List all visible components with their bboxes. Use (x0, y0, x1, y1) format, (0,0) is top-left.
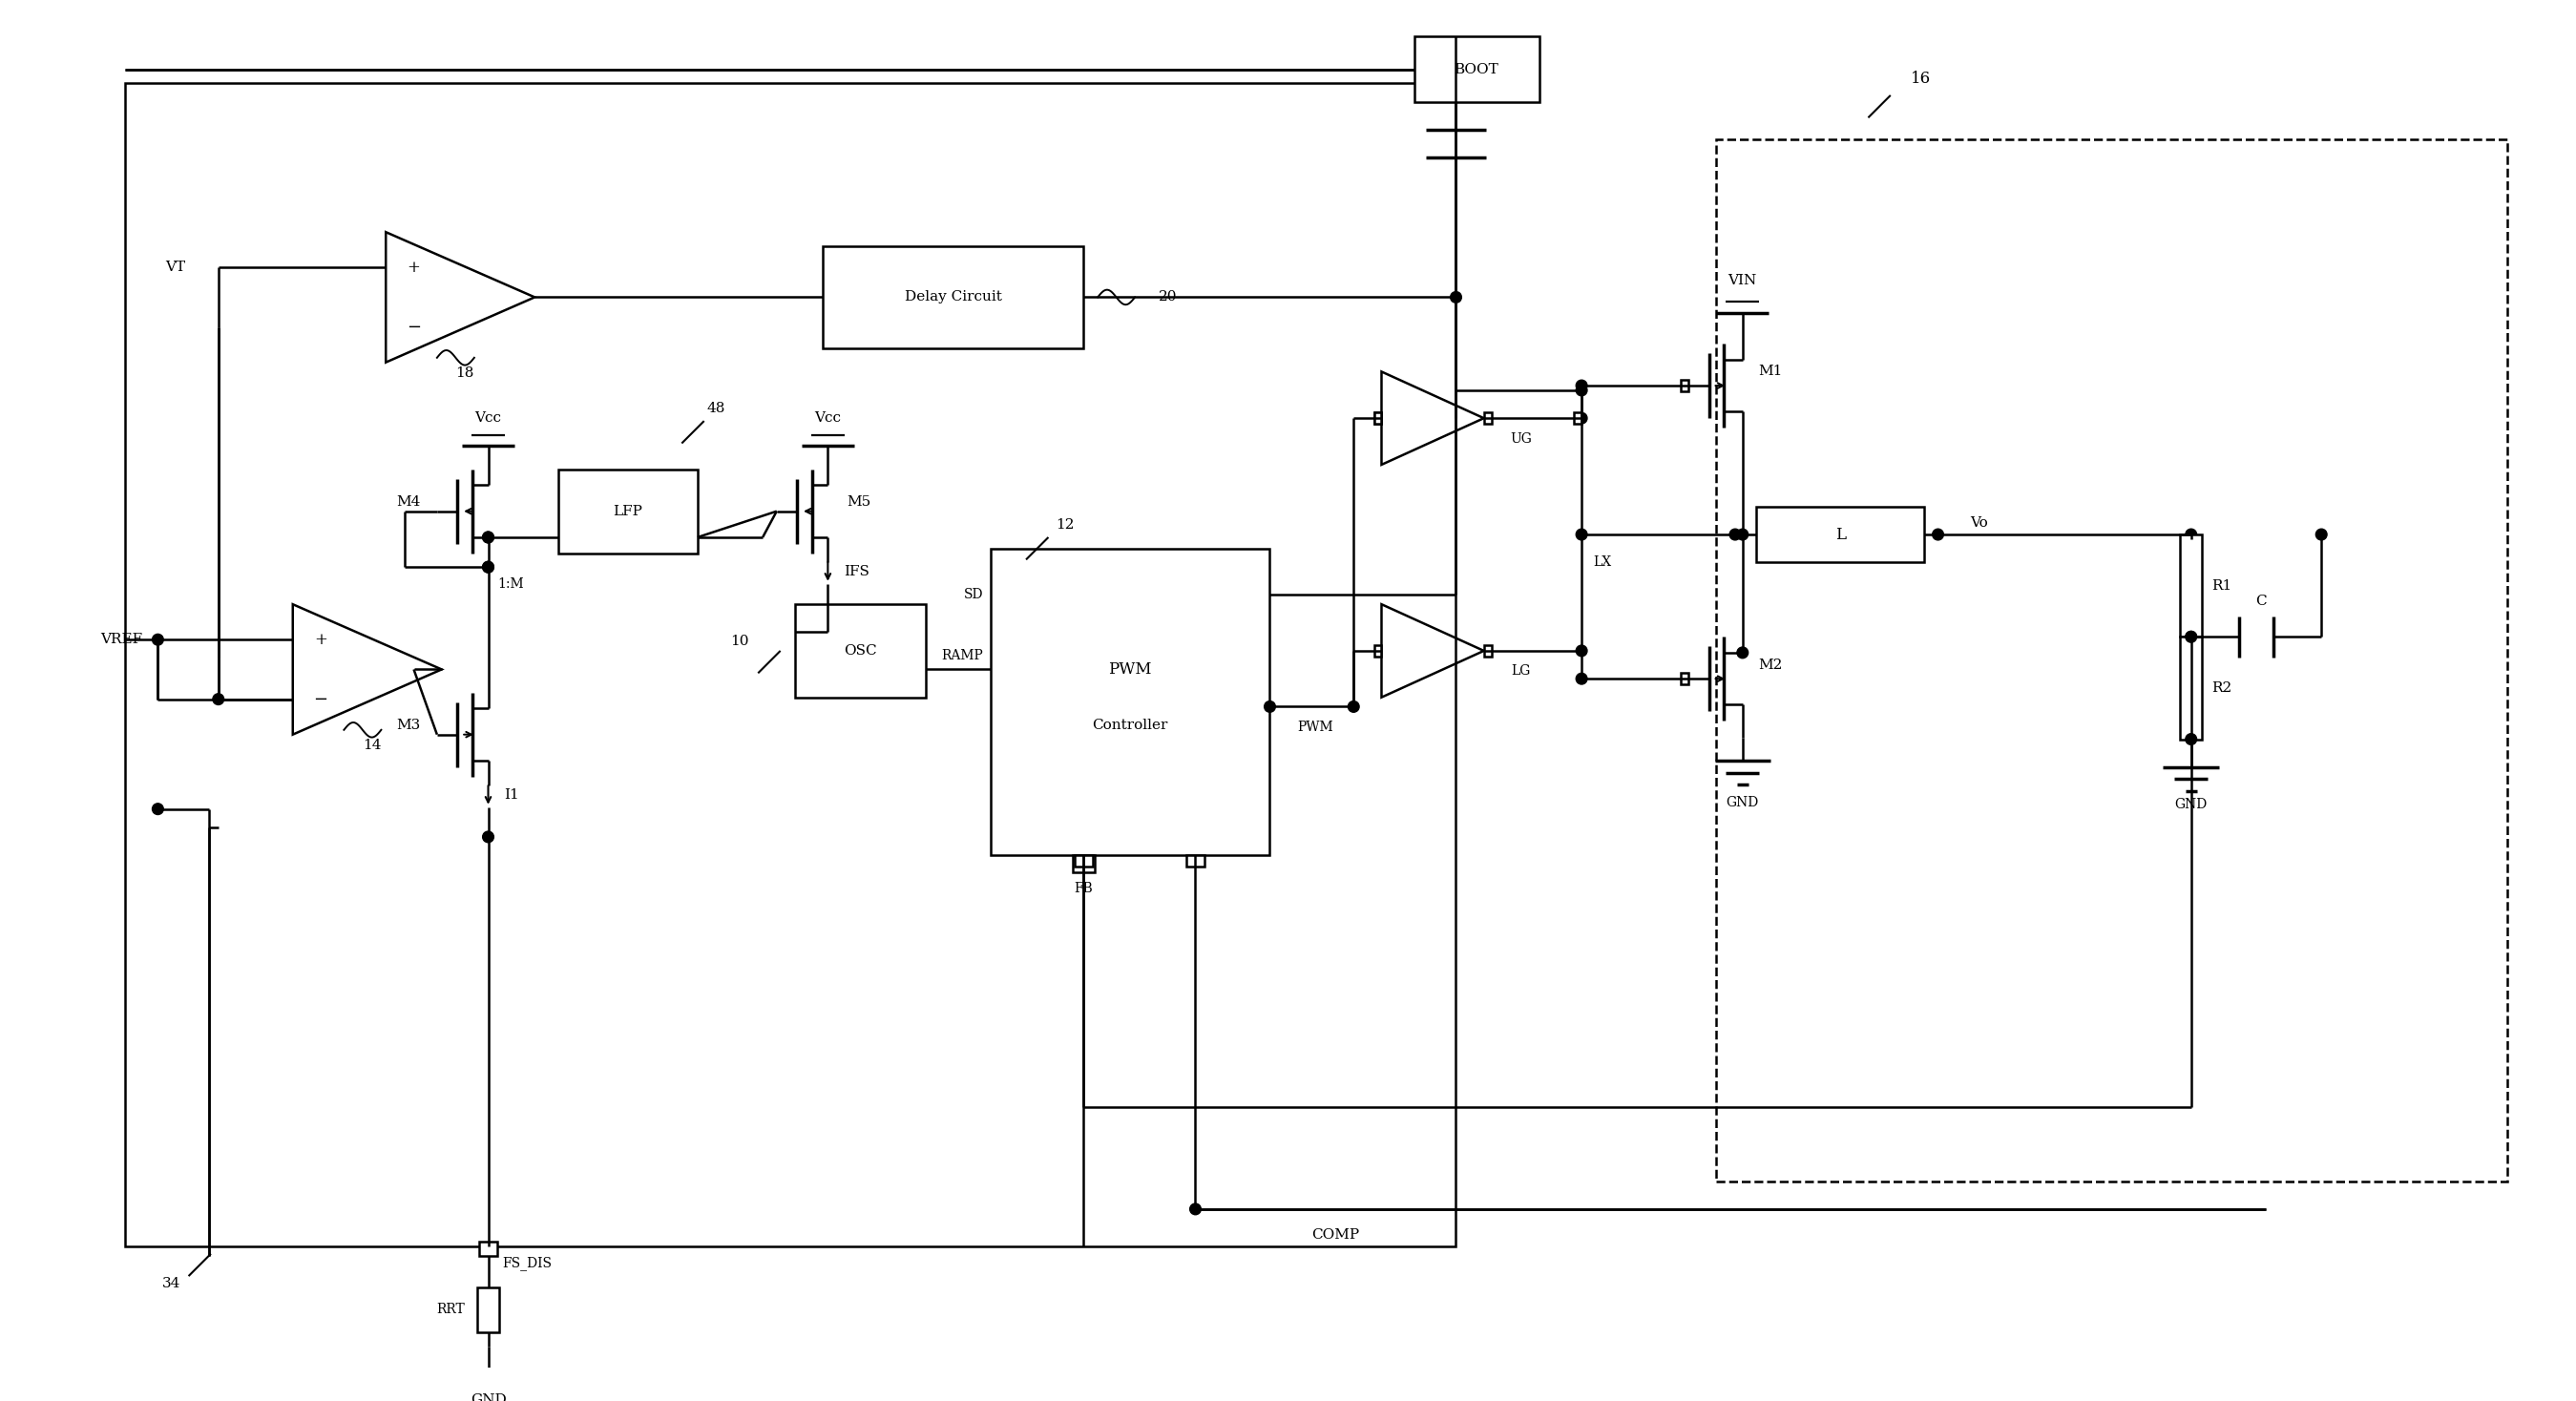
Bar (1373, 413, 1381, 423)
Text: R2: R2 (2213, 681, 2231, 695)
Circle shape (1577, 413, 1587, 423)
Bar (1757, 507, 1924, 562)
Text: −: − (314, 691, 327, 708)
Text: LFP: LFP (613, 504, 641, 518)
Bar (796, 604, 925, 698)
Text: RRT: RRT (435, 1303, 464, 1317)
Text: 16: 16 (1911, 70, 1932, 87)
Text: Delay Circuit: Delay Circuit (904, 290, 1002, 304)
Text: 20: 20 (1159, 290, 1177, 304)
Bar (126, 83, 1455, 1247)
Circle shape (214, 693, 224, 705)
Bar (2179, 535, 2202, 637)
Circle shape (1736, 530, 1749, 539)
Bar (1716, 139, 2506, 1181)
Text: 14: 14 (363, 740, 381, 752)
Text: +: + (314, 632, 327, 647)
Text: UG: UG (1510, 432, 1533, 446)
Circle shape (2184, 632, 2197, 643)
Bar (1484, 646, 1492, 657)
Text: COMP: COMP (1311, 1229, 1360, 1241)
Bar (1414, 36, 1540, 102)
Circle shape (1736, 647, 1749, 658)
Text: M3: M3 (397, 719, 420, 731)
Text: 18: 18 (456, 367, 474, 380)
Text: Controller: Controller (1092, 719, 1167, 731)
Text: M5: M5 (848, 495, 871, 509)
Text: 1:M: 1:M (497, 577, 523, 590)
Circle shape (1577, 530, 1587, 539)
Text: OSC: OSC (845, 644, 876, 657)
Text: Vcc: Vcc (814, 412, 842, 425)
Text: Vcc: Vcc (474, 412, 502, 425)
Bar (992, 548, 1270, 856)
Text: 48: 48 (706, 402, 726, 416)
Circle shape (1577, 385, 1587, 396)
Text: GND: GND (2174, 797, 2208, 811)
Circle shape (2184, 632, 2197, 643)
Bar (1373, 646, 1381, 657)
Text: VREF: VREF (100, 633, 142, 646)
Text: R1: R1 (2213, 579, 2231, 593)
Text: −: − (407, 318, 420, 336)
Circle shape (2316, 530, 2326, 539)
Circle shape (1347, 700, 1360, 712)
Text: PWM: PWM (1298, 720, 1334, 734)
Text: C: C (2257, 595, 2267, 608)
Text: PWM: PWM (1108, 661, 1151, 678)
Text: +: + (407, 259, 420, 276)
Text: FB: FB (1074, 881, 1092, 895)
Circle shape (152, 635, 162, 646)
Bar (1373, 413, 1381, 423)
Circle shape (1265, 700, 1275, 712)
Text: GND: GND (471, 1393, 507, 1401)
Circle shape (482, 831, 495, 842)
Text: BOOT: BOOT (1453, 63, 1499, 76)
Circle shape (482, 532, 495, 542)
Bar (2179, 637, 2202, 740)
Text: 10: 10 (729, 635, 750, 649)
Circle shape (482, 562, 495, 573)
Bar (1074, 856, 1092, 867)
Circle shape (1932, 530, 1942, 539)
Text: 12: 12 (1056, 518, 1074, 532)
Circle shape (482, 562, 495, 573)
Circle shape (2184, 530, 2197, 539)
Bar (477, 1288, 500, 1332)
Text: FS_DIS: FS_DIS (502, 1255, 551, 1271)
Bar (1682, 672, 1690, 684)
Text: SD: SD (963, 588, 984, 601)
Text: RAMP: RAMP (940, 649, 984, 663)
Bar (479, 1241, 497, 1255)
Circle shape (1577, 646, 1587, 657)
Circle shape (2184, 734, 2197, 745)
Bar (1682, 380, 1690, 391)
Circle shape (1577, 380, 1587, 391)
Text: M4: M4 (397, 495, 420, 509)
Bar (559, 469, 698, 553)
Circle shape (1450, 291, 1461, 303)
Text: Vo: Vo (1971, 517, 1989, 530)
Bar (1574, 413, 1582, 423)
Circle shape (1728, 530, 1741, 539)
Text: IFS: IFS (845, 565, 868, 579)
Circle shape (1577, 672, 1587, 684)
Text: 34: 34 (162, 1276, 180, 1290)
Text: M2: M2 (1759, 658, 1783, 671)
Text: I1: I1 (505, 789, 518, 801)
Circle shape (1190, 1203, 1200, 1215)
Text: GND: GND (1726, 796, 1759, 810)
Circle shape (152, 803, 162, 814)
Bar (1484, 413, 1492, 423)
Text: L: L (1834, 527, 1844, 542)
Bar (1185, 856, 1206, 867)
Bar (824, 247, 1084, 349)
Bar (1072, 856, 1095, 873)
Text: M1: M1 (1759, 366, 1783, 378)
Circle shape (482, 532, 495, 542)
Text: LG: LG (1512, 664, 1530, 678)
Text: LX: LX (1592, 556, 1610, 569)
Text: VIN: VIN (1728, 273, 1757, 287)
Text: VT: VT (165, 261, 185, 275)
